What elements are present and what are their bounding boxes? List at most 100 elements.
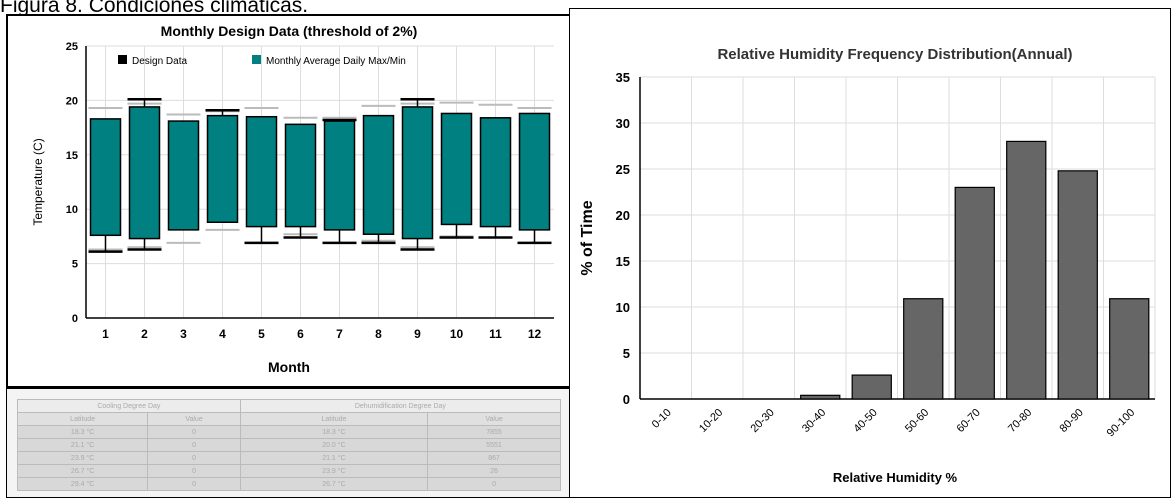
bar-50-60 [903,298,944,400]
y-tick-label: 5 [72,259,78,271]
table-header-cooling: Cooling Degree Day [17,399,241,413]
x-tick-label: 30-40 [800,407,828,435]
x-tick-label: 40-50 [851,407,879,435]
box-5 [245,115,278,228]
x-tick-label: 90-100 [1105,407,1138,440]
x-tick-label: 70-80 [1006,407,1034,435]
chart-title: Relative Humidity Frequency Distribution… [717,46,1072,63]
table-cell: 0 [147,425,241,439]
x-tick-label: 8 [375,327,382,341]
box-7 [323,120,356,231]
y-tick-label: 20 [616,208,630,223]
box-11 [479,117,512,228]
table-row: 23.9 °C 0 21.1 °C 867 [16,451,561,465]
x-tick-label: 60-70 [954,407,982,435]
box-2 [128,106,161,240]
box-6 [284,123,317,228]
x-tick-label: 7 [336,327,343,341]
y-axis-label: % of Time [579,200,596,275]
table-cell: 26.7 °C [16,464,149,478]
table-cell: 0 [147,451,241,465]
degree-day-table-panel: Cooling Degree Day Dehumidification Degr… [6,388,570,498]
legend-label-design: Design Data [132,56,187,67]
table-cell: 23.9 °C [16,451,149,465]
y-tick-label: 35 [616,70,630,85]
table-cell: 26 [427,464,561,478]
table-cell: 23.9 °C [239,464,429,478]
x-tick-label: 3 [180,327,187,341]
table-cell: 5551 [427,438,561,452]
legend-label-average: Monthly Average Daily Max/Min [266,56,406,67]
bar-70-80 [1006,140,1047,400]
chart-title: Monthly Design Data (threshold of 2%) [161,23,418,39]
table-row: 29.4 °C 0 26.7 °C 0 [16,477,561,491]
y-tick-label: 15 [616,254,630,269]
x-tick-label: 6 [297,327,304,341]
bar-80-90 [1057,170,1098,400]
legend-swatch-design [118,55,127,64]
y-tick-label: 30 [616,116,630,131]
x-axis-label: Relative Humidity % [833,470,958,485]
bar-60-70 [954,186,995,400]
x-tick-label: 80-90 [1057,407,1085,435]
bar-90-100 [1109,298,1150,400]
table-cell: 0 [147,438,241,452]
x-tick-label: 50-60 [903,407,931,435]
x-tick-label: 10 [450,327,464,341]
y-tick-label: 25 [66,41,78,53]
box-9 [401,106,434,240]
table-cell: 21.1 °C [239,451,429,465]
humidity-chart-panel: Relative Humidity Frequency Distribution… [569,8,1171,498]
table-cell: 0 [427,477,561,491]
box-3 [167,120,200,231]
table-subheader: Value [147,412,241,426]
table-cell: 0 [147,477,241,491]
monthly-design-chart: Monthly Design Data (threshold of 2%) 0 5 1… [31,23,554,375]
table-cell: 21.1 °C [16,438,149,452]
legend-swatch-average [252,55,261,64]
table-cell: 18.3 °C [239,425,429,439]
y-tick-label: 20 [66,95,78,107]
figure-caption: Figura 8. Condiciones climáticas. [0,0,309,17]
x-tick-label: 11 [489,327,502,341]
table-cell: 20.0 °C [239,438,429,452]
y-tick-label: 0 [72,313,78,325]
table-subheader: Value [427,412,561,426]
x-tick-label: 9 [414,327,421,341]
table-cell: 0 [147,464,241,478]
table-cell: 7855 [427,425,561,439]
x-tick-label: 20-30 [748,407,776,435]
table-cell: 867 [427,451,561,465]
table-row: 26.7 °C 0 23.9 °C 26 [16,464,561,478]
bar-30-40 [800,394,841,400]
box-4 [206,114,239,224]
table-cell: 26.7 °C [239,477,429,491]
humidity-distribution-chart: Relative Humidity Frequency Distribution… [579,46,1156,485]
box-8 [362,114,395,235]
y-tick-label: 0 [623,392,630,407]
table-cell: 29.4 °C [16,477,149,491]
box-12 [518,112,551,231]
x-tick-label: 5 [258,327,265,341]
y-tick-label: 25 [616,162,630,177]
x-axis-label: Month [268,359,310,375]
monthly-design-chart-panel: Monthly Design Data (threshold of 2%) 0 5 1… [6,14,572,388]
box-1 [89,118,122,237]
y-axis-label: Temperature (C) [31,138,45,225]
box-10 [440,112,473,226]
y-tick-label: 10 [616,300,630,315]
y-tick-label: 10 [66,204,78,216]
x-tick-label: 2 [141,327,148,341]
x-tick-label: 4 [219,327,226,341]
y-tick-label: 15 [66,150,78,162]
degree-day-table: Cooling Degree Day Dehumidification Degr… [16,399,562,491]
bar-40-50 [851,374,892,400]
y-tick-label: 5 [623,346,630,361]
table-subheader: Latitude [239,412,429,426]
table-row: 18.3 °C 0 18.3 °C 7855 [16,425,561,439]
x-tick-label: 12 [528,327,542,341]
x-tick-label: 1 [102,327,109,341]
x-tick-label: 0-10 [650,407,674,431]
table-header-dehumid: Dehumidification Degree Day [239,399,562,413]
table-cell: 18.3 °C [16,425,149,439]
